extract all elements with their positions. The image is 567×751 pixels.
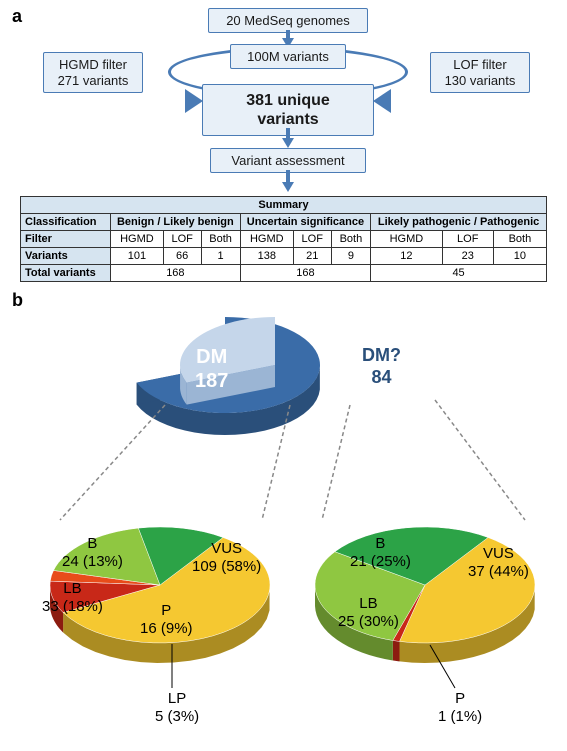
hgmd-l1: HGMD filter (59, 57, 127, 72)
unique-l1: 381 unique (246, 92, 330, 109)
summary-header: Summary (21, 197, 547, 214)
dm-label: DM187 (195, 345, 228, 393)
g2t: 45 (371, 265, 547, 282)
arrow-right-in (373, 89, 391, 113)
g1t: 168 (240, 265, 370, 282)
dmq-p-label: P 1 (1%) (438, 690, 482, 726)
g2f2: Both (493, 231, 546, 248)
g1f1: LOF (293, 231, 331, 248)
dmq-label: DM?84 (362, 345, 401, 388)
g1f2: Both (331, 231, 370, 248)
g0f0: HGMD (111, 231, 164, 248)
g2v2: 10 (493, 248, 546, 265)
dash-dmq-left (322, 405, 350, 520)
row-variants: Variants (21, 248, 111, 265)
g0v2: 1 (201, 248, 240, 265)
dm-vus-label: VUS 109 (58%) (192, 540, 261, 576)
box-lof-filter: LOF filter 130 variants (430, 52, 530, 93)
g0f2: Both (201, 231, 240, 248)
row-total: Total variants (21, 265, 111, 282)
dmq-lb-label: LB 25 (30%) (338, 595, 399, 631)
lof-l2: 130 variants (445, 73, 516, 88)
dm-lp-label: LP 5 (3%) (155, 690, 199, 726)
g0f1: LOF (163, 231, 201, 248)
unique-l2: variants (257, 111, 318, 128)
g1f0: HGMD (240, 231, 293, 248)
g2f0: HGMD (371, 231, 443, 248)
pie-charts-svg (0, 290, 567, 746)
box-100m: 100M variants (230, 44, 346, 69)
g0v0: 101 (111, 248, 164, 265)
flowchart-container: 20 MedSeq genomes 100M variants HGMD fil… (0, 0, 567, 280)
summary-table: Summary Classification Benign / Likely b… (20, 196, 547, 282)
g0-name: Benign / Likely benign (111, 214, 241, 231)
dm-lb-label: LB 33 (18%) (42, 580, 103, 616)
dash-dmq-right (435, 400, 525, 520)
g0v1: 66 (163, 248, 201, 265)
lof-l1: LOF filter (453, 57, 506, 72)
g1-name: Uncertain significance (240, 214, 370, 231)
arrowhead-3 (282, 182, 294, 192)
row-filter: Filter (21, 231, 111, 248)
g2f1: LOF (442, 231, 493, 248)
dash-dm-left (60, 405, 165, 520)
row-classification: Classification (21, 214, 111, 231)
g2v1: 23 (442, 248, 493, 265)
dmq-vus-label: VUS 37 (44%) (468, 545, 529, 581)
g2v0: 12 (371, 248, 443, 265)
box-hgmd-filter: HGMD filter 271 variants (43, 52, 143, 93)
arrowhead-2 (282, 138, 294, 148)
g1v1: 21 (293, 248, 331, 265)
g0t: 168 (111, 265, 241, 282)
dmq-b-label: B 21 (25%) (350, 535, 411, 571)
g1v0: 138 (240, 248, 293, 265)
g1v2: 9 (331, 248, 370, 265)
panel-b-container: DM187 DM?84 B 24 (13%) LB 33 (18%) P 16 … (0, 290, 567, 746)
arrow-left-in (185, 89, 203, 113)
dm-p-label: P 16 (9%) (140, 602, 193, 638)
hgmd-l2: 271 variants (58, 73, 129, 88)
g2-name: Likely pathogenic / Pathogenic (371, 214, 547, 231)
dm-b-label: B 24 (13%) (62, 535, 123, 571)
